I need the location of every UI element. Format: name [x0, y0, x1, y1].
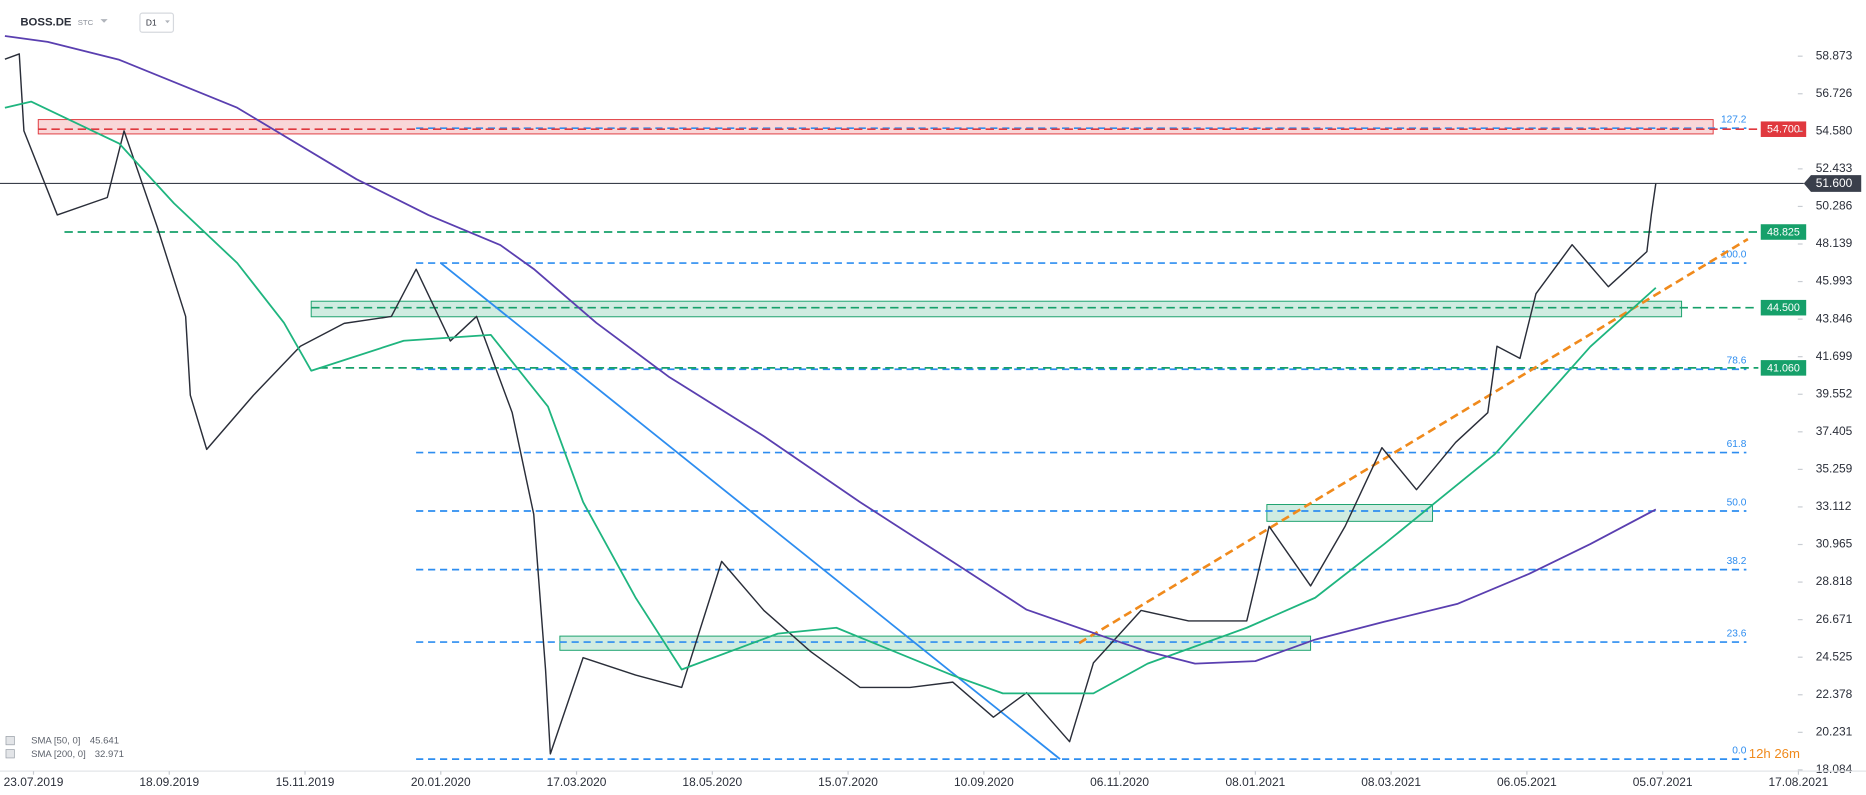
zone	[1266, 504, 1434, 522]
y-tick-label: 35.259	[1816, 462, 1853, 476]
last-price-badge	[1803, 175, 1862, 192]
legend-icon	[5, 736, 15, 746]
y-tick-label: 26.671	[1816, 612, 1853, 626]
level-badge	[1760, 360, 1807, 376]
x-tick-label: 18.09.2019	[139, 775, 199, 789]
zone	[37, 119, 1714, 135]
level-label: 48.825	[1767, 226, 1800, 238]
y-tick-label: 54.580	[1816, 123, 1853, 137]
dropdown-arrow[interactable]	[165, 20, 170, 24]
timeframe-box[interactable]	[139, 12, 175, 33]
symbol[interactable]: BOSS.DE	[20, 17, 72, 29]
level-badge	[1760, 224, 1807, 240]
account: STC	[78, 18, 94, 27]
y-tick-label: 33.112	[1816, 499, 1852, 513]
fib-label: 100.0	[1721, 249, 1747, 260]
last-price-label: 51.600	[1816, 176, 1853, 190]
x-tick-label: 05.07.2021	[1633, 775, 1693, 789]
x-tick-label: 06.11.2020	[1090, 775, 1149, 789]
level-badge	[1760, 121, 1807, 137]
y-tick-label: 37.405	[1816, 424, 1853, 438]
legend-icon	[5, 749, 15, 759]
y-tick-label: 39.552	[1816, 386, 1853, 400]
y-tick-label: 56.726	[1816, 86, 1853, 100]
y-tick-label: 41.699	[1816, 349, 1853, 363]
sma-line	[4, 35, 1657, 665]
fib-label: 50.0	[1727, 497, 1747, 508]
x-tick-label: 18.05.2020	[682, 775, 742, 789]
level-label: 54.700	[1767, 124, 1800, 136]
fib-label: 61.8	[1727, 439, 1747, 450]
x-tick-label: 15.11.2019	[276, 775, 335, 789]
x-tick-label: 08.03.2021	[1361, 775, 1421, 789]
plot-area: 127.2 100.0 78.6 61.8 50.0 38.2 23.6 0.0 54.700 4…	[0, 35, 1866, 789]
y-tick-label: 48.139	[1816, 236, 1853, 250]
legend-value: 45.641	[90, 736, 119, 747]
legend-name: SMA [200, 0]	[31, 749, 86, 760]
legend-name: SMA [50, 0]	[31, 736, 80, 747]
zone	[559, 635, 1312, 651]
y-tick-label: 18.084	[1816, 762, 1853, 776]
price-line	[4, 53, 1657, 755]
countdown: 12h 26m	[1749, 746, 1800, 761]
x-tick-label: 20.01.2020	[411, 775, 471, 789]
y-tick-label: 58.873	[1816, 48, 1853, 62]
zone	[310, 300, 1683, 318]
timeframe[interactable]: D1	[146, 18, 157, 28]
y-tick-label: 22.378	[1816, 687, 1853, 701]
y-tick-label: 28.818	[1816, 574, 1853, 588]
x-tick-label: 17.03.2020	[547, 775, 607, 789]
x-tick-label: 23.07.2019	[4, 775, 64, 789]
fib-label: 78.6	[1727, 356, 1747, 367]
dropdown-arrow[interactable]	[100, 19, 108, 23]
sma-line	[4, 100, 1657, 695]
y-tick-label: 20.231	[1816, 724, 1853, 738]
level-badge	[1760, 299, 1807, 316]
x-tick-label: 08.01.2021	[1225, 775, 1285, 789]
x-tick-label: 15.07.2020	[818, 775, 878, 789]
fib-label: 23.6	[1727, 628, 1747, 639]
fib-label: 127.2	[1721, 114, 1747, 125]
x-tick-label: 10.09.2020	[954, 775, 1014, 789]
y-tick-label: 30.965	[1816, 537, 1853, 551]
x-tick-label: 06.05.2021	[1497, 775, 1557, 789]
fib-label: 38.2	[1727, 556, 1747, 567]
x-tick-label: 17.08.2021	[1769, 775, 1829, 789]
y-tick-label: 43.846	[1816, 311, 1853, 325]
y-tick-label: 52.433	[1816, 161, 1853, 175]
trendline	[1078, 237, 1749, 645]
legend-value: 32.971	[95, 749, 124, 760]
y-tick-label: 50.286	[1816, 199, 1853, 213]
level-label: 44.500	[1767, 302, 1800, 314]
level-label: 41.060	[1767, 362, 1800, 374]
y-tick-label: 24.525	[1816, 649, 1853, 663]
y-tick-label: 45.993	[1816, 274, 1853, 288]
fib-label: 0.0	[1732, 745, 1746, 756]
